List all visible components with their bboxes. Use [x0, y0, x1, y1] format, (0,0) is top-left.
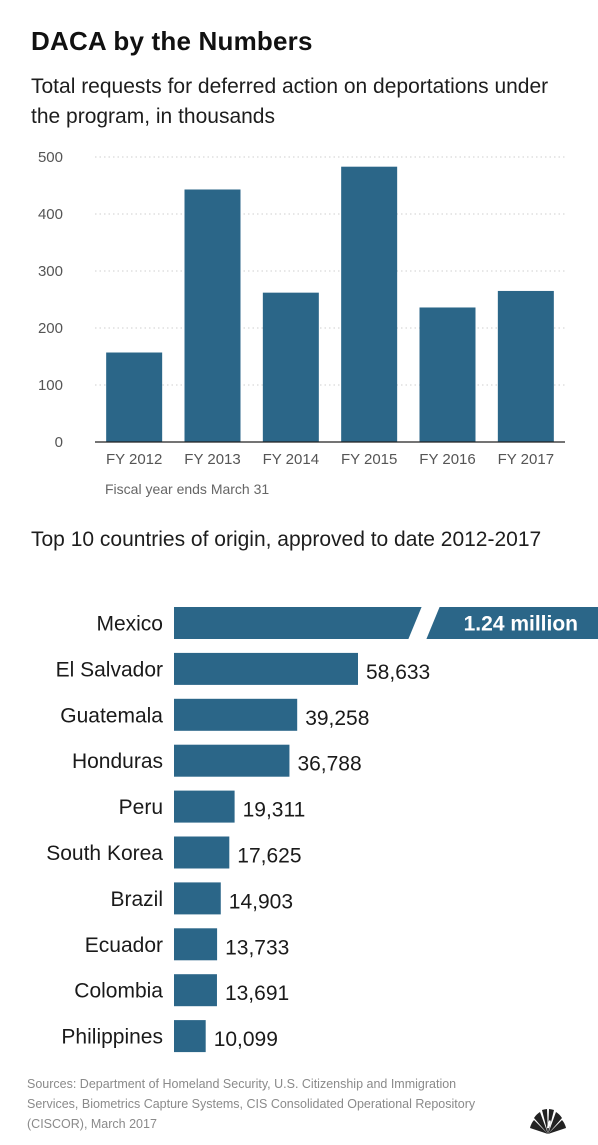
bar-colombia — [174, 974, 217, 1007]
bar-fy-2014 — [262, 292, 319, 442]
country-label-south-korea: South Korea — [46, 842, 163, 865]
value-label-ecuador: 13,733 — [225, 936, 289, 959]
value-label-brazil: 14,903 — [229, 890, 293, 913]
country-label-el-salvador: El Salvador — [56, 658, 163, 681]
y-tick-label: 0 — [55, 434, 63, 451]
value-label-colombia: 13,691 — [225, 982, 289, 1005]
peacock-logo-icon — [530, 1109, 566, 1134]
y-tick-label: 100 — [38, 377, 63, 394]
bar-guatemala — [174, 698, 298, 731]
bar-honduras — [174, 744, 290, 777]
country-label-mexico: Mexico — [96, 613, 163, 636]
bar-ecuador — [174, 928, 218, 961]
country-label-peru: Peru — [119, 796, 163, 819]
bar-fy-2015 — [341, 166, 398, 442]
bar-mexico — [174, 607, 598, 639]
bar-fy-2016 — [419, 307, 476, 442]
x-tick-label: FY 2015 — [341, 451, 397, 468]
section-title-countries: Top 10 countries of origin, approved to … — [31, 528, 542, 551]
value-label-el-salvador: 58,633 — [366, 661, 430, 684]
y-tick-label: 500 — [38, 149, 63, 166]
bar-peru — [174, 790, 235, 823]
x-tick-label: FY 2013 — [184, 451, 240, 468]
bar-fy-2013 — [184, 189, 241, 442]
requests-bar-chart: 0 100 200 300 400 500 FY 2012 FY 2013 FY 2014 FY… — [38, 149, 565, 497]
countries-bar-chart: Mexico 1.24 million El Salvador 58,633 Guate… — [46, 606, 598, 1053]
country-label-guatemala: Guatemala — [60, 704, 163, 727]
page-title: DACA by the Numbers — [31, 26, 313, 56]
axis-break-mark — [408, 606, 440, 640]
value-label-peru: 19,311 — [243, 799, 306, 822]
y-tick-label: 300 — [38, 263, 63, 280]
country-label-philippines: Philippines — [61, 1026, 163, 1049]
value-label-mexico: 1.24 million — [464, 613, 578, 636]
sources-note: Sources: Department of Homeland Security… — [27, 1077, 476, 1131]
bar-fy-2012 — [106, 352, 163, 442]
country-label-colombia: Colombia — [74, 980, 163, 1003]
bar-philippines — [174, 1020, 206, 1053]
y-tick-label: 400 — [38, 206, 63, 223]
page-subtitle: Total requests for deferred action on de… — [31, 75, 549, 128]
country-label-ecuador: Ecuador — [85, 934, 163, 957]
chart-note: Fiscal year ends March 31 — [105, 481, 269, 497]
x-tick-label: FY 2017 — [498, 451, 554, 468]
y-tick-label: 200 — [38, 320, 63, 337]
value-label-south-korea: 17,625 — [237, 845, 301, 868]
value-label-philippines: 10,099 — [214, 1028, 278, 1051]
bar-south-korea — [174, 836, 230, 869]
bar-brazil — [174, 882, 221, 915]
bar-fy-2017 — [497, 290, 554, 442]
x-tick-label: FY 2012 — [106, 451, 162, 468]
x-tick-label: FY 2014 — [263, 451, 319, 468]
value-label-honduras: 36,788 — [297, 753, 361, 776]
country-label-brazil: Brazil — [110, 888, 163, 911]
bar-el-salvador — [174, 652, 358, 685]
value-label-guatemala: 39,258 — [305, 707, 369, 730]
x-tick-label: FY 2016 — [419, 451, 475, 468]
country-label-honduras: Honduras — [72, 750, 163, 773]
